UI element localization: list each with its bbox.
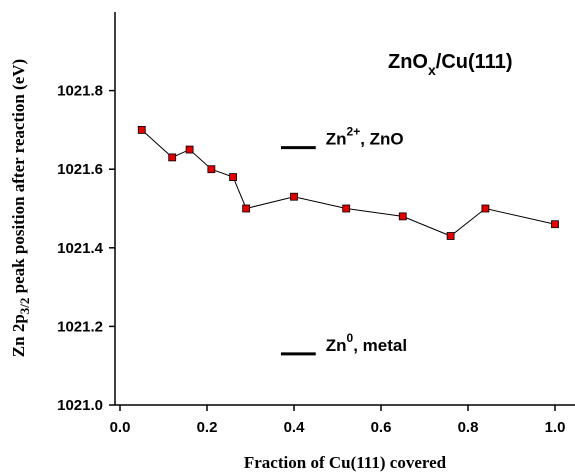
- y-axis-title-post: peak position after reaction (eV): [9, 59, 28, 298]
- y-tick-label-4: 1021.8: [57, 83, 103, 100]
- plot-title: ZnOx/Cu(111): [388, 51, 513, 78]
- y-tick-label-0: 1021.0: [57, 397, 103, 414]
- y-axis-title: Zn 2p3/2 peak position after reaction (e…: [9, 59, 32, 357]
- data-point-6: [290, 192, 298, 201]
- x-tick-label-3: 0.6: [371, 419, 392, 436]
- reference-label-zn0-sup: 0: [347, 331, 354, 345]
- reference-label-zn2plus: Zn2+, ZnO: [326, 125, 404, 149]
- x-tick-label-4: 0.8: [458, 419, 479, 436]
- plot-title-rest: /Cu(111): [436, 51, 513, 73]
- reference-markers: Zn2+, ZnO Zn0, metal: [280, 125, 407, 356]
- y-axis-title-pre: Zn 2p: [9, 314, 28, 357]
- reference-label-zn0: Zn0, metal: [326, 331, 407, 355]
- reference-label-zn0-base: Zn: [326, 336, 347, 355]
- data-point-5: [242, 204, 251, 213]
- reference-label-zn0-rest: , metal: [353, 336, 407, 355]
- data-point-0: [137, 126, 146, 134]
- reference-label-zn2plus-sup: 2+: [347, 125, 361, 139]
- y-axis-ticks: 1021.0 1021.2 1021.4 1021.6 1021.8: [57, 83, 115, 414]
- plot-title-subscript: x: [428, 62, 436, 78]
- data-point-1: [168, 153, 177, 162]
- plot-title-main: ZnO: [388, 51, 428, 73]
- reference-label-zn2plus-rest: , ZnO: [360, 130, 403, 149]
- x-tick-label-2: 0.4: [284, 419, 306, 436]
- y-tick-label-3: 1021.6: [57, 161, 103, 178]
- data-point-9: [446, 232, 455, 240]
- data-point-8: [398, 212, 407, 221]
- y-tick-label-2: 1021.4: [57, 240, 104, 257]
- data-point-10: [481, 204, 490, 213]
- data-point-3: [207, 165, 216, 174]
- data-point-2: [185, 145, 194, 154]
- x-tick-label-0: 0.0: [110, 419, 131, 436]
- x-axis-title: Fraction of Cu(111) covered: [244, 453, 447, 472]
- x-tick-label-5: 1.0: [545, 419, 566, 436]
- series-line-0: [141, 129, 556, 237]
- reference-label-zn2plus-base: Zn: [326, 130, 347, 149]
- y-axis-title-subscript: 3/2: [17, 298, 32, 315]
- data-point-7: [342, 204, 351, 213]
- data-series: [137, 126, 559, 240]
- x-tick-label-1: 0.2: [197, 419, 218, 436]
- x-axis-ticks: 0.0 0.2 0.4 0.6 0.8 1.0: [110, 405, 566, 436]
- data-point-4: [229, 173, 238, 181]
- y-tick-label-1: 1021.2: [57, 318, 103, 335]
- data-point-11: [551, 220, 559, 229]
